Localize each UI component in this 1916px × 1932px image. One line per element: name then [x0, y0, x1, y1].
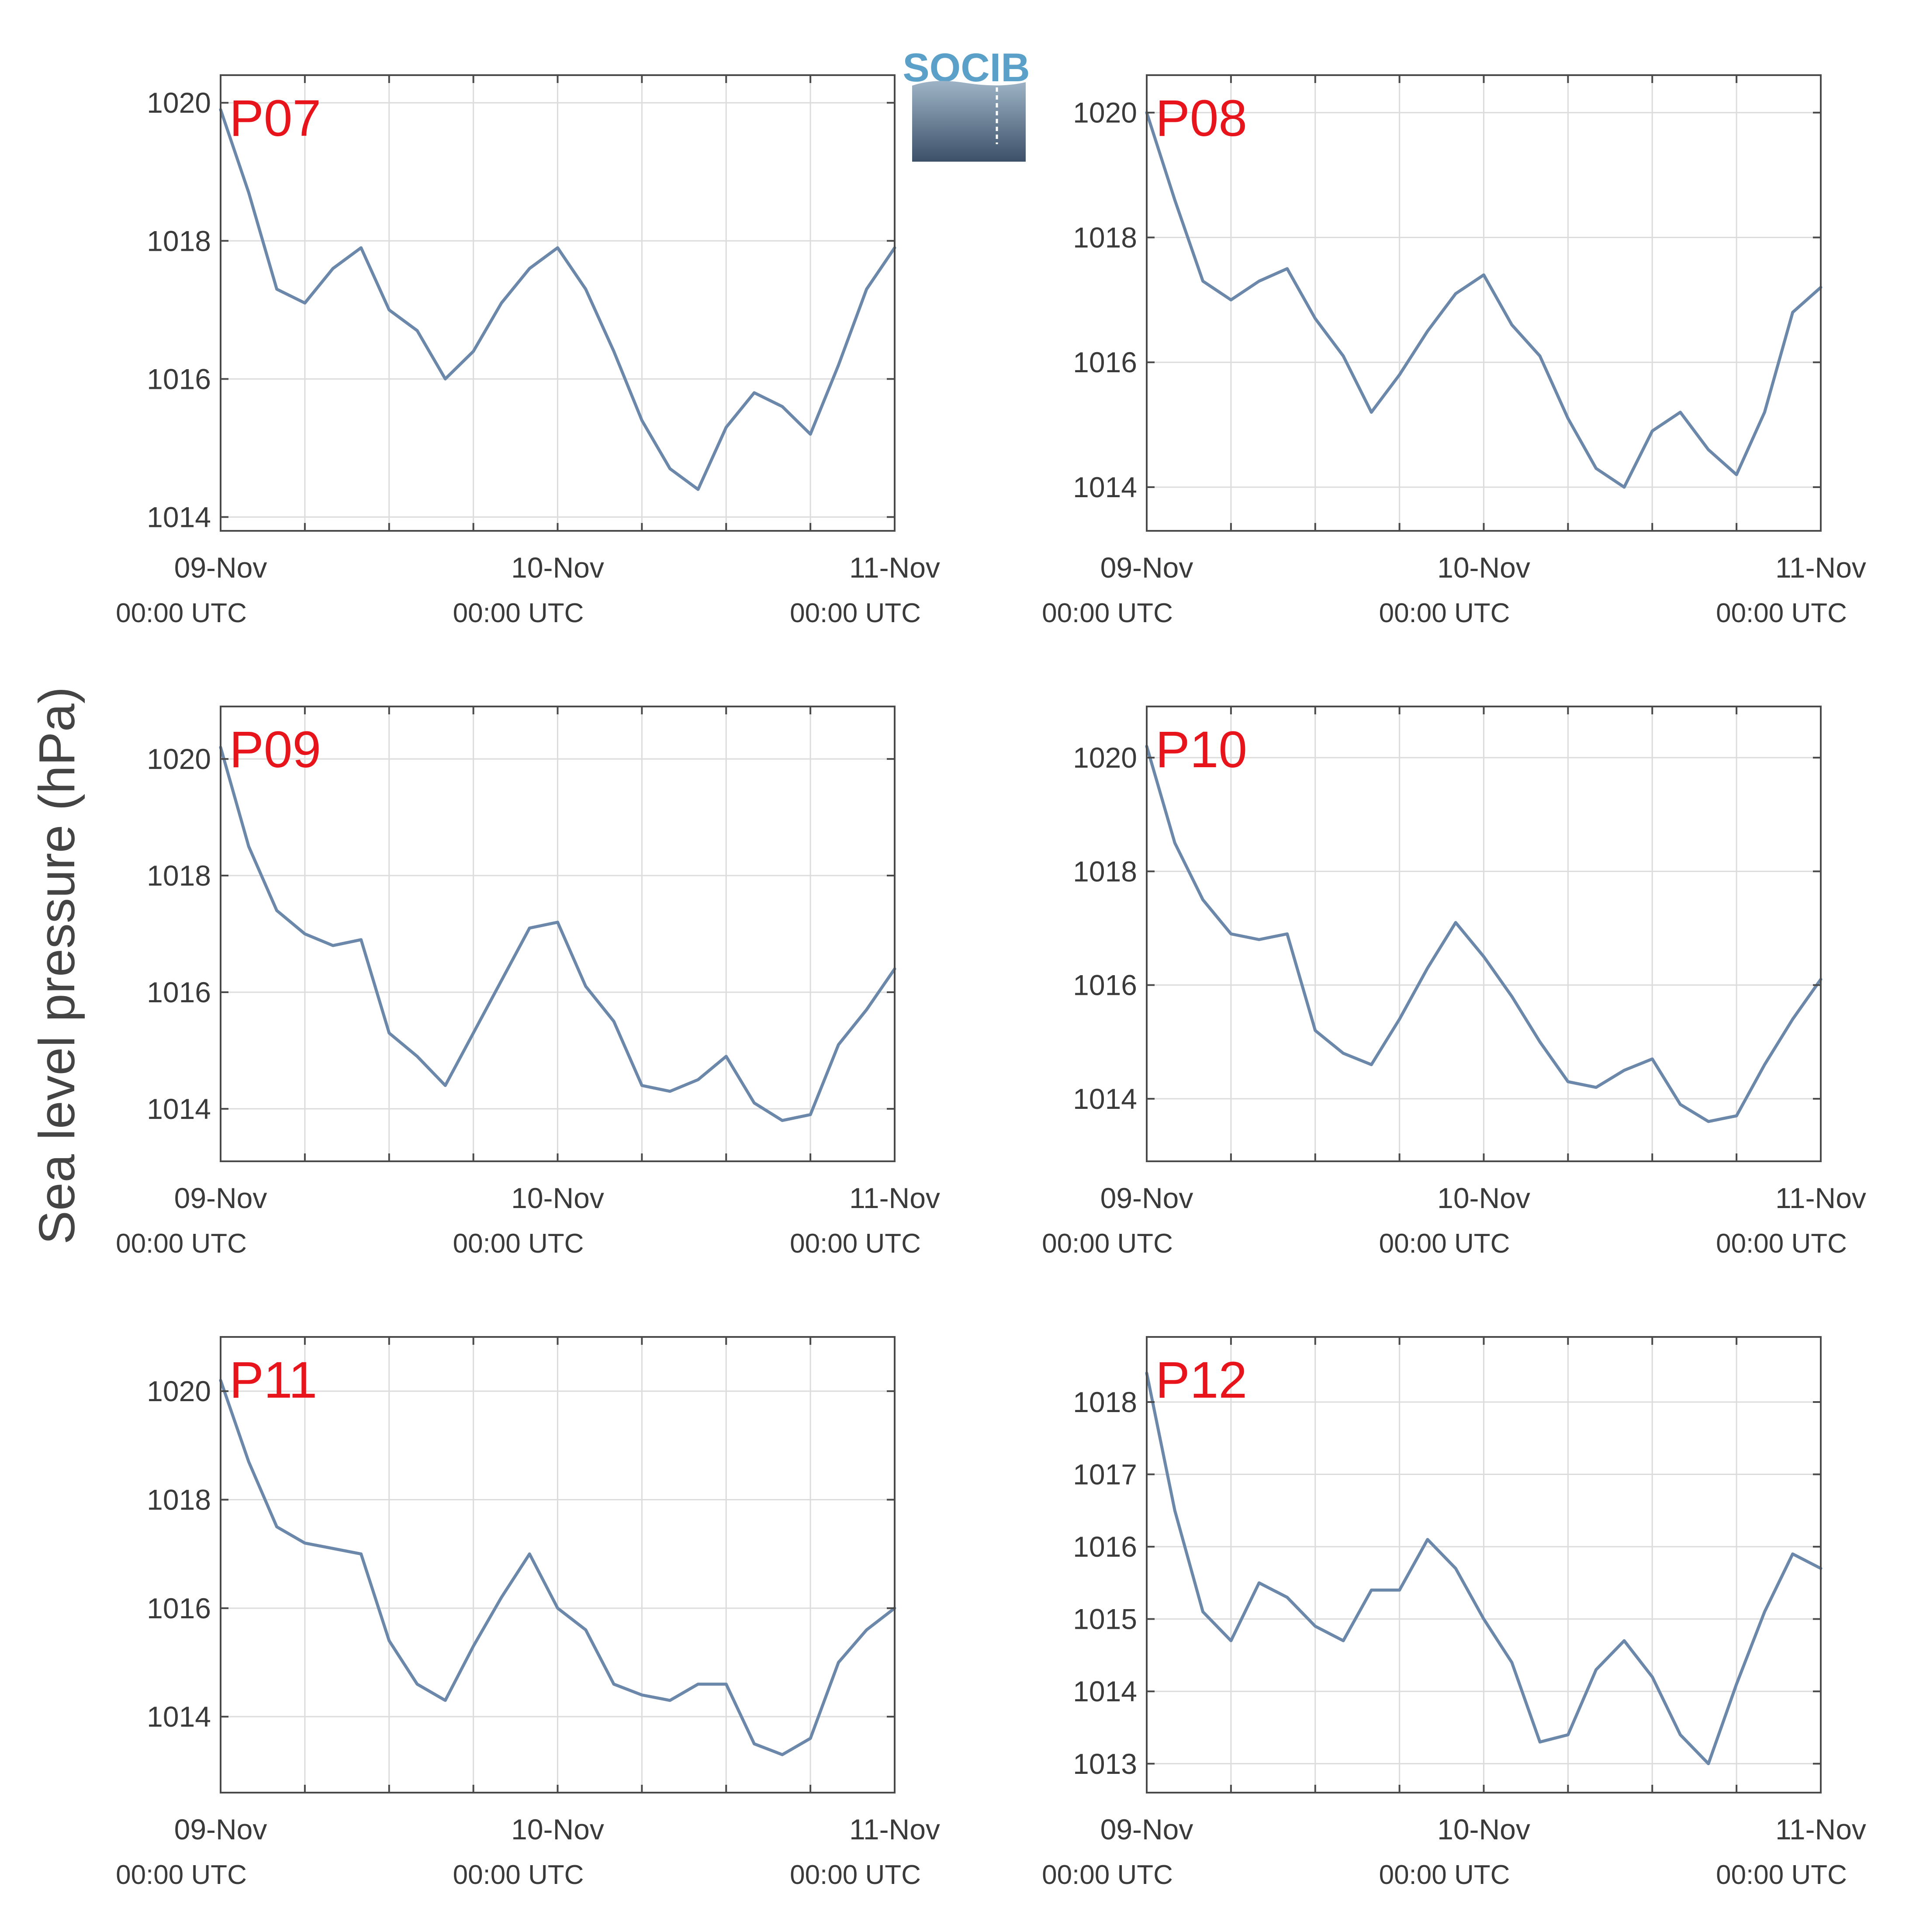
x-tick-sublabel: 00:00 UTC [1379, 1229, 1510, 1259]
x-tick-label: 11-Nov [849, 551, 940, 584]
x-tick-label: 11-Nov [849, 1182, 940, 1214]
x-tick-sublabel: 00:00 UTC [1042, 1860, 1173, 1890]
x-tick-label: 10-Nov [511, 1813, 604, 1845]
panel-p08: 1014 1016 1018 1020 09-Nov 00:00 UTC 10-Nov 00:… [1042, 74, 1866, 628]
x-tick-label: 09-Nov [1100, 1182, 1193, 1214]
y-tick-label: 1014 [147, 501, 211, 533]
panel-label-p09: P09 [229, 721, 321, 779]
panel-label-p12: P12 [1155, 1351, 1247, 1409]
x-tick-sublabel: 00:00 UTC [116, 1229, 247, 1259]
x-tick-sublabel: 00:00 UTC [453, 1860, 584, 1890]
panel-p09: 1014 1016 1018 1020 09-Nov 00:00 UTC 10-Nov 00:… [116, 706, 940, 1259]
panel-label-p10: P10 [1155, 721, 1247, 779]
y-tick-label: 1017 [1073, 1458, 1137, 1491]
x-tick-sublabel: 00:00 UTC [1379, 1860, 1510, 1890]
x-tick-label: 11-Nov [1775, 551, 1866, 584]
y-tick-label: 1013 [1073, 1748, 1137, 1780]
y-tick-label: 1014 [1073, 471, 1137, 503]
y-tick-label: 1014 [1073, 1675, 1137, 1707]
y-tick-label: 1020 [147, 1375, 211, 1407]
y-tick-label: 1018 [147, 859, 211, 892]
y-tick-label: 1016 [1073, 969, 1137, 1001]
x-tick-label: 10-Nov [511, 551, 604, 584]
x-tick-sublabel: 00:00 UTC [790, 1229, 921, 1259]
series-line-p12 [1145, 1371, 1823, 1766]
panel-p11: 1014 1016 1018 1020 09-Nov 00:00 UTC 10-Nov 00:… [116, 1336, 940, 1890]
x-tick-sublabel: 00:00 UTC [1042, 1229, 1173, 1259]
panel-label-p08: P08 [1155, 90, 1247, 147]
panel-p07: 1014 1016 1018 1020 09-Nov 00:00 UTC 10-Nov 00:… [116, 74, 940, 628]
x-tick-label: 10-Nov [1437, 551, 1530, 584]
series-line-p07 [219, 108, 896, 491]
y-tick-label: 1016 [147, 363, 211, 395]
x-tick-sublabel: 00:00 UTC [1716, 598, 1847, 628]
x-tick-label: 10-Nov [1437, 1813, 1530, 1845]
y-tick-label: 1014 [147, 1093, 211, 1125]
y-tick-label: 1018 [147, 225, 211, 257]
x-tick-sublabel: 00:00 UTC [790, 1860, 921, 1890]
x-tick-label: 09-Nov [174, 1813, 267, 1845]
x-tick-sublabel: 00:00 UTC [116, 1860, 247, 1890]
y-tick-label: 1018 [147, 1484, 211, 1516]
series-line-p09 [219, 745, 896, 1122]
y-tick-label: 1016 [147, 976, 211, 1008]
x-tick-label: 09-Nov [174, 551, 267, 584]
x-tick-label: 11-Nov [1775, 1813, 1866, 1845]
x-tick-sublabel: 00:00 UTC [1716, 1229, 1847, 1259]
x-tick-label: 09-Nov [1100, 1813, 1193, 1845]
x-tick-sublabel: 00:00 UTC [1042, 598, 1173, 628]
x-tick-sublabel: 00:00 UTC [1379, 598, 1510, 628]
series-line-p08 [1145, 111, 1823, 489]
x-tick-label: 11-Nov [1775, 1182, 1866, 1214]
y-tick-label: 1020 [147, 743, 211, 775]
x-tick-sublabel: 00:00 UTC [453, 598, 584, 628]
socib-logo: SOCIB [903, 45, 1030, 162]
y-tick-label: 1018 [1073, 855, 1137, 887]
y-tick-label: 1018 [1073, 1386, 1137, 1418]
x-tick-label: 09-Nov [174, 1182, 267, 1214]
x-tick-sublabel: 00:00 UTC [790, 598, 921, 628]
panel-p12: 1013 1014 1015 1016 1017 1018 09-Nov 00:00 UTC 1… [1042, 1336, 1866, 1890]
x-tick-sublabel: 00:00 UTC [116, 598, 247, 628]
y-tick-label: 1016 [1073, 346, 1137, 378]
y-tick-label: 1014 [1073, 1083, 1137, 1115]
panel-label-p11: P11 [229, 1351, 317, 1409]
y-tick-label: 1018 [1073, 221, 1137, 253]
socib-logo-wave [912, 81, 1026, 162]
x-tick-label: 10-Nov [511, 1182, 604, 1214]
series-line-p10 [1145, 744, 1823, 1123]
panel-p10: 1014 1016 1018 1020 09-Nov 00:00 UTC 10-Nov 00:… [1042, 706, 1866, 1259]
y-axis-label: Sea level pressure (hPa) [28, 687, 85, 1245]
y-tick-label: 1014 [147, 1700, 211, 1733]
y-tick-label: 1020 [1073, 741, 1137, 774]
y-tick-label: 1016 [147, 1592, 211, 1624]
x-tick-label: 11-Nov [849, 1813, 940, 1845]
x-tick-label: 09-Nov [1100, 551, 1193, 584]
y-tick-label: 1016 [1073, 1530, 1137, 1563]
y-tick-label: 1015 [1073, 1603, 1137, 1635]
panel-label-p07: P07 [229, 90, 321, 147]
x-tick-sublabel: 00:00 UTC [1716, 1860, 1847, 1890]
series-line-p11 [219, 1378, 896, 1756]
y-tick-label: 1020 [1073, 97, 1137, 129]
x-tick-label: 10-Nov [1437, 1182, 1530, 1214]
x-tick-sublabel: 00:00 UTC [453, 1229, 584, 1259]
y-tick-label: 1020 [147, 87, 211, 119]
